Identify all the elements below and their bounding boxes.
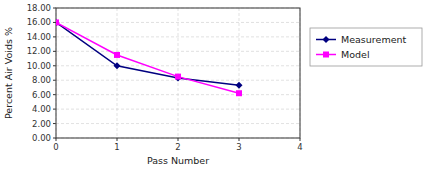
legend: Measurement Model	[310, 28, 422, 66]
legend-marker	[323, 52, 329, 58]
tick-label: 0.00	[32, 133, 51, 143]
tick-label: 2	[175, 142, 180, 152]
point	[175, 75, 182, 82]
point	[236, 90, 242, 96]
plot-frame	[56, 8, 300, 138]
point	[236, 82, 243, 89]
legend-label: Model	[341, 49, 370, 60]
grid-line	[178, 8, 179, 138]
tick-label: 0	[53, 142, 58, 152]
y-axis-label: Percent Air Voids %	[3, 27, 14, 119]
series-line	[56, 22, 239, 85]
tick-label: 8.00	[32, 75, 51, 85]
grid-line	[56, 22, 300, 23]
tick-label: 18.00	[27, 3, 51, 13]
tick-label: 12.00	[27, 46, 51, 56]
point	[114, 52, 120, 58]
legend-label: Measurement	[341, 34, 406, 45]
legend-box	[310, 28, 422, 66]
tick-label: 6.00	[32, 90, 51, 100]
plot-area	[56, 19, 243, 96]
grid-line	[117, 8, 118, 138]
point	[175, 74, 181, 80]
x-axis-label: Pass Number	[147, 155, 209, 166]
tick-label: 3	[236, 142, 241, 152]
grid-line	[56, 36, 300, 37]
grid-line	[239, 8, 240, 138]
tick-label: 2.00	[32, 119, 51, 129]
tick-label: 14.00	[27, 32, 51, 42]
tick-label: 4.00	[32, 104, 51, 114]
point	[56, 19, 59, 25]
tick-label: 10.00	[27, 61, 51, 71]
chart: 0.00 2.00 4.00 6.00 8.00 10.00 12.00 14.00 16.00…	[0, 0, 432, 175]
tick-label: 4	[297, 142, 302, 152]
tick-label: 1	[114, 142, 119, 152]
series-line	[56, 22, 239, 93]
tick-label: 16.00	[27, 17, 51, 27]
point	[114, 62, 121, 69]
legend-marker	[323, 36, 330, 43]
point	[56, 19, 60, 26]
